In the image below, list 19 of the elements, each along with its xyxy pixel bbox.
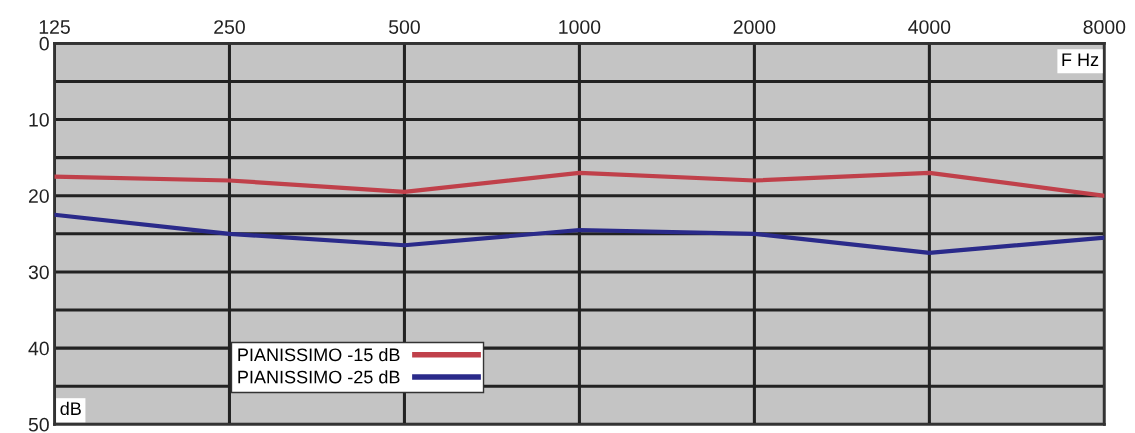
x-tick-label: 125 [39, 20, 70, 34]
x-tick-label: 2000 [733, 20, 776, 34]
line-series [54, 212, 1105, 255]
x-tick-label: 4000 [908, 20, 951, 34]
y-tick-label: 0 [39, 36, 49, 51]
x-tick-label: 500 [389, 20, 420, 34]
y-tick-label: 30 [28, 265, 49, 280]
x-tick-label: 250 [214, 20, 245, 34]
y-tick-label: 40 [28, 341, 49, 356]
y-axis-title: dB [60, 401, 81, 416]
legend-label: PIANISSIMO -25 dB [238, 370, 400, 384]
legend-label: PIANISSIMO -15 dB [238, 347, 400, 362]
y-tick-label: 50 [28, 417, 49, 432]
y-tick-label: 10 [29, 112, 49, 127]
y-tick-label: 20 [28, 189, 49, 203]
x-axis-title: F Hz [1062, 53, 1099, 66]
line-series [54, 170, 1105, 198]
x-tick-label: 1000 [559, 20, 601, 34]
x-tick-label: 8000 [1083, 20, 1126, 34]
